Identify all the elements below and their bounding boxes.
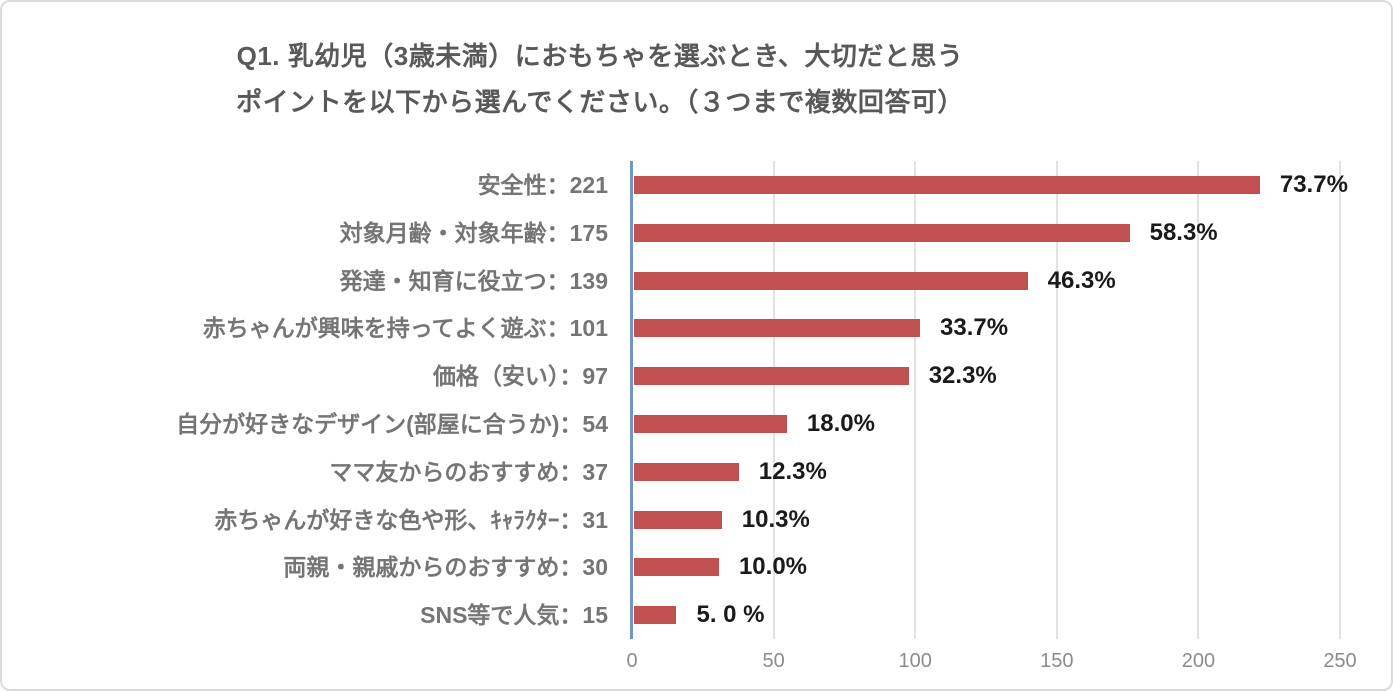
x-tick-label: 50 bbox=[762, 650, 785, 672]
x-tick-label: 100 bbox=[898, 650, 932, 672]
gridline bbox=[1055, 161, 1058, 639]
bar bbox=[634, 558, 719, 577]
category-label: 両親・親戚からのおすすめ：30 bbox=[283, 554, 608, 581]
bar bbox=[634, 271, 1028, 290]
plot-area: 73.7% 58.3% 46.3% 33.7% 32.3% 18.0% 12.3% 10.3%… bbox=[630, 161, 1348, 639]
category-label: SNS等で人気：15 bbox=[420, 602, 608, 629]
percent-label: 73.7% bbox=[1279, 170, 1348, 198]
bar bbox=[634, 606, 677, 625]
percent-label: 5. 0 % bbox=[696, 601, 765, 629]
value-axis-line bbox=[630, 161, 633, 639]
chart-title-line2: ポイントを以下から選んでください。（３つまで複数回答可） bbox=[236, 87, 964, 117]
category-label: 赤ちゃんが好きな色や形、ｷｬﾗｸﾀｰ：31 bbox=[214, 506, 608, 533]
category-label: 発達・知育に役立つ：139 bbox=[339, 267, 608, 294]
percent-label: 12.3% bbox=[758, 457, 827, 485]
bar bbox=[634, 462, 739, 481]
x-tick-label: 0 bbox=[626, 650, 638, 672]
chart-title: Q1. 乳幼児（3歳未満）におもちゃを選ぶとき、大切だと思う ポイントを以下から… bbox=[2, 33, 1198, 125]
gridline bbox=[772, 161, 775, 639]
x-tick-label: 150 bbox=[1040, 650, 1074, 672]
percent-label: 46.3% bbox=[1047, 266, 1116, 294]
category-label: 赤ちゃんが興味を持ってよく遊ぶ：101 bbox=[202, 315, 608, 342]
percent-label: 32.3% bbox=[928, 362, 997, 390]
percent-label: 10.3% bbox=[741, 505, 810, 533]
percent-label: 10.0% bbox=[738, 553, 808, 581]
category-label: 対象月齢・対象年齢：175 bbox=[339, 219, 608, 246]
percent-label: 33.7% bbox=[940, 314, 1009, 342]
gridline bbox=[1197, 161, 1200, 639]
bar bbox=[634, 414, 787, 433]
bar bbox=[634, 175, 1260, 194]
percent-label: 58.3% bbox=[1149, 218, 1218, 246]
gridline bbox=[914, 161, 917, 639]
bar bbox=[634, 510, 722, 529]
x-axis: 0 50 100 150 200 250 bbox=[626, 649, 1356, 675]
x-tick-label: 200 bbox=[1181, 650, 1216, 672]
category-label: 価格（安い）：97 bbox=[432, 363, 608, 390]
chart-title-line1: Q1. 乳幼児（3歳未満）におもちゃを選ぶとき、大切だと思う bbox=[236, 41, 964, 71]
category-label: 安全性：221 bbox=[477, 171, 608, 198]
category-label: 自分が好きなデザイン(部屋に合うか)：54 bbox=[176, 410, 608, 437]
percent-label: 18.0% bbox=[806, 409, 875, 437]
bar bbox=[634, 223, 1130, 242]
x-tick-label: 250 bbox=[1323, 650, 1357, 672]
bar bbox=[634, 319, 921, 338]
category-label: ママ友からのおすすめ：37 bbox=[329, 458, 608, 485]
gridline bbox=[1339, 161, 1341, 639]
bar bbox=[634, 367, 909, 386]
